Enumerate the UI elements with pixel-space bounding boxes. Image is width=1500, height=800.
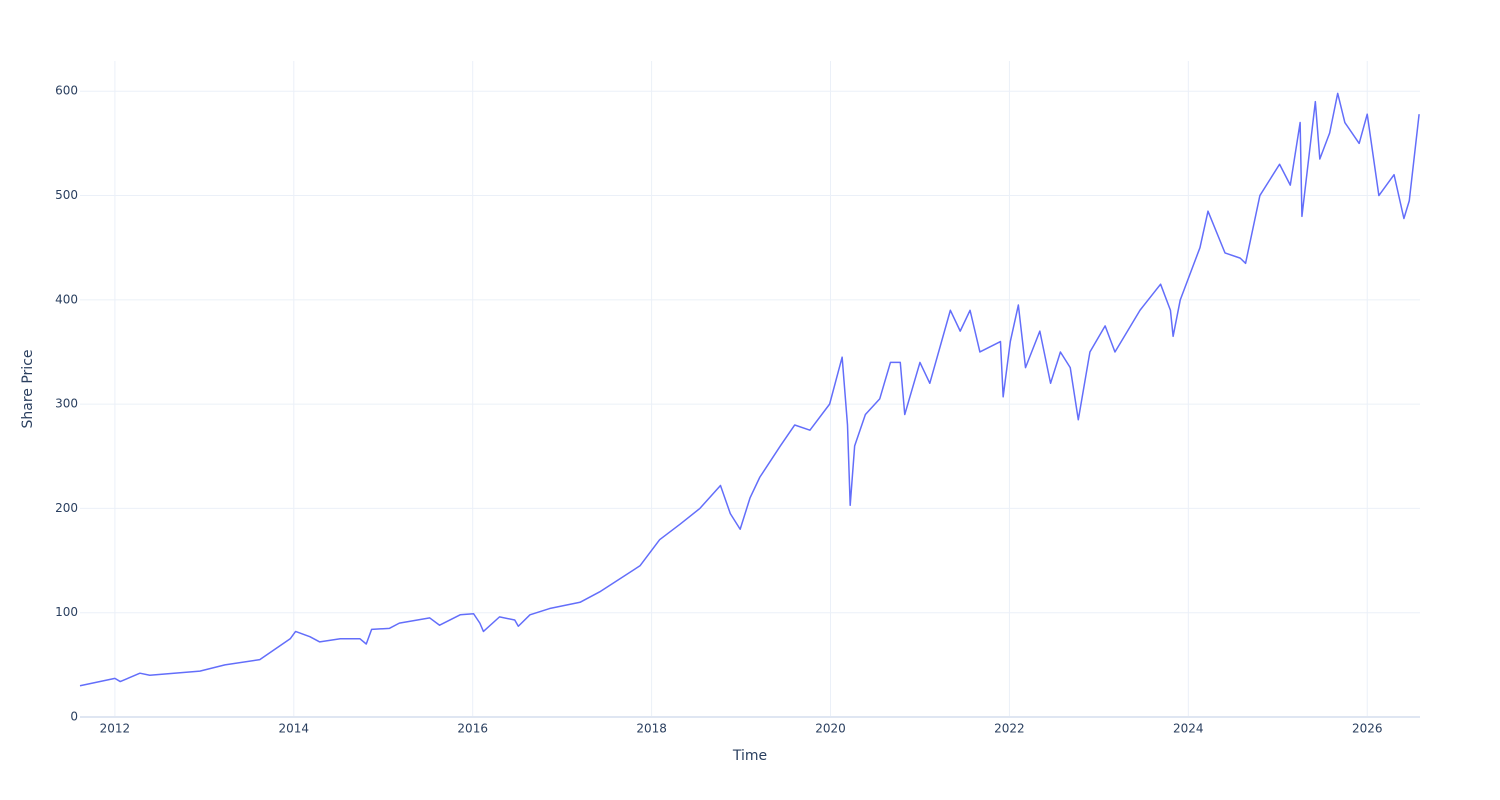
x-axis-title: Time [732, 748, 767, 764]
x-tick-label: 2022 [994, 722, 1025, 736]
x-tick-label: 2016 [457, 722, 488, 736]
y-tick-label: 400 [55, 292, 78, 306]
y-tick-label: 200 [55, 501, 78, 515]
x-tick-label: 2020 [815, 722, 846, 736]
y-tick-label: 300 [55, 397, 78, 411]
y-axis-title: Share Price [20, 349, 36, 428]
y-tick-label: 0 [70, 710, 78, 724]
y-tick-label: 100 [55, 605, 78, 619]
y-tick-label: 500 [55, 188, 78, 202]
y-tick-label: 600 [55, 84, 78, 98]
x-tick-label: 2014 [279, 722, 310, 736]
x-tick-label: 2012 [100, 722, 131, 736]
x-tick-label: 2024 [1173, 722, 1204, 736]
x-tick-label: 2018 [636, 722, 667, 736]
line-series [79, 92, 1420, 687]
x-tick-label: 2026 [1352, 722, 1383, 736]
